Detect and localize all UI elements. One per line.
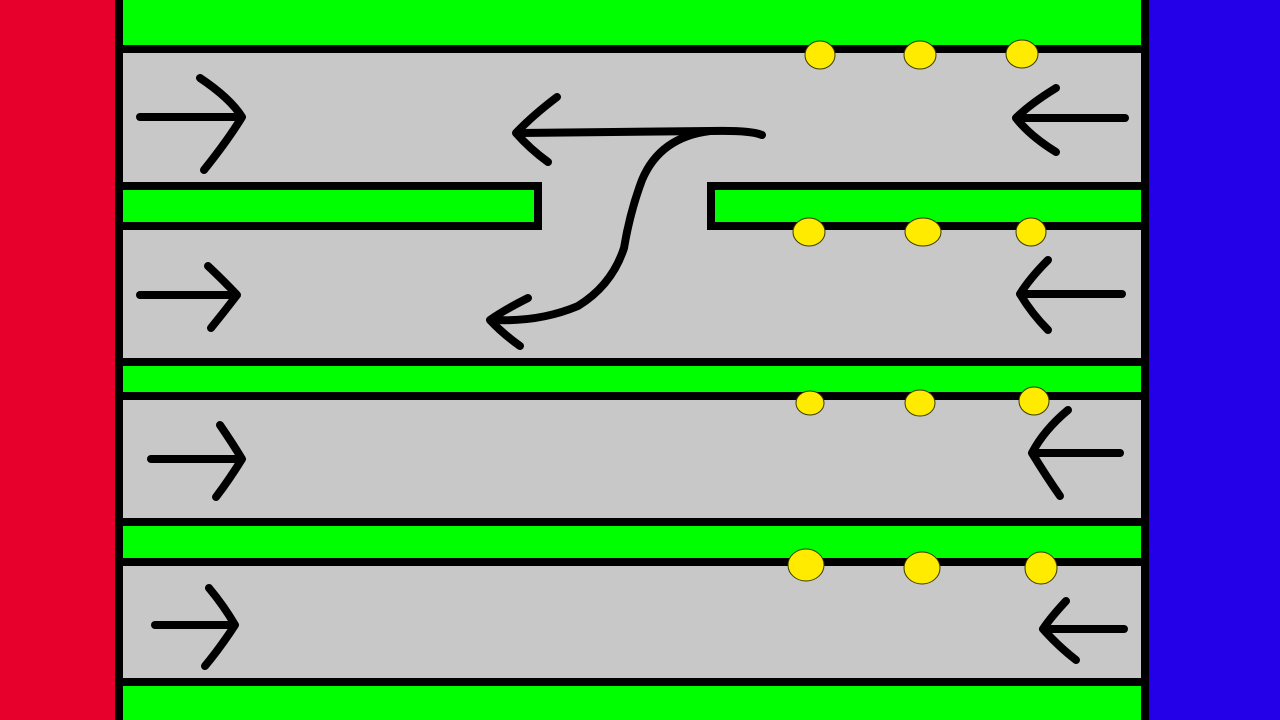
unit-token-icon[interactable] [792,217,826,247]
lane-switch-arrow-icon [486,93,766,350]
arrow-left-icon [1012,84,1129,156]
arrow-right-icon [147,421,246,501]
lane-2-road[interactable] [119,226,1145,362]
unit-token-icon[interactable] [804,40,836,70]
lane-3-road[interactable] [119,395,1145,522]
arrow-right-icon [136,262,241,332]
direction-arrows [136,74,1129,670]
grass-divider-2 [119,362,1145,395]
lane-1-road[interactable] [119,50,1145,186]
unit-token-icon[interactable] [1024,551,1058,585]
lane-borders [115,0,1149,720]
unit-token-icon[interactable] [795,390,825,416]
unit-token-icon[interactable] [903,551,941,585]
grass-divider-1-left [119,186,540,226]
arrow-left-icon [1028,406,1124,500]
unit-token-icon[interactable] [904,389,936,417]
lane-4-road[interactable] [119,562,1145,682]
unit-token-icon[interactable] [903,40,937,70]
arrow-right-icon [151,584,239,670]
unit-token-icon[interactable] [904,217,942,247]
unit-token-icon[interactable] [1005,39,1039,69]
blue-base[interactable] [1148,0,1280,720]
red-base[interactable] [0,0,115,720]
unit-token-icon[interactable] [1018,386,1050,416]
grass-divider-3 [119,522,1145,562]
unit-tokens [787,39,1058,585]
arrow-left-icon [1039,597,1128,664]
unit-token-icon[interactable] [1015,217,1047,247]
arrow-right-icon [136,74,246,174]
border-divider-1-left [119,182,542,230]
lane-gap-road[interactable] [540,186,709,226]
grass-top [119,0,1145,50]
arrow-left-icon [1016,256,1126,334]
grass-bottom [119,682,1145,720]
unit-token-icon[interactable] [787,548,825,582]
